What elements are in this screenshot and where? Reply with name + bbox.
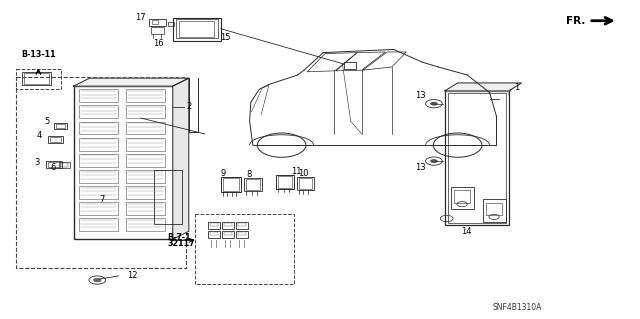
Bar bbox=[125, 106, 165, 118]
Text: 6: 6 bbox=[51, 163, 56, 172]
Bar bbox=[48, 136, 63, 143]
Bar bbox=[79, 218, 118, 231]
Text: 15: 15 bbox=[220, 33, 230, 42]
Circle shape bbox=[430, 159, 438, 163]
Bar bbox=[236, 222, 248, 229]
Bar bbox=[238, 232, 246, 235]
Text: 3: 3 bbox=[35, 158, 40, 167]
Bar bbox=[61, 163, 68, 167]
Bar bbox=[79, 106, 118, 118]
Text: B-7-1: B-7-1 bbox=[168, 233, 191, 242]
Bar bbox=[125, 202, 165, 215]
Bar bbox=[344, 62, 356, 69]
Text: 17: 17 bbox=[135, 13, 146, 22]
Bar bbox=[79, 202, 118, 215]
Bar bbox=[451, 187, 474, 209]
Bar bbox=[125, 154, 165, 167]
Text: 12: 12 bbox=[127, 271, 137, 280]
Bar bbox=[448, 93, 506, 223]
Bar bbox=[208, 222, 220, 229]
Text: 5: 5 bbox=[44, 117, 49, 126]
Bar bbox=[125, 122, 165, 135]
Bar bbox=[125, 186, 165, 199]
Text: B-13-11: B-13-11 bbox=[21, 50, 56, 59]
Bar bbox=[79, 170, 118, 183]
Bar bbox=[208, 231, 220, 238]
Bar bbox=[154, 170, 182, 224]
Text: SNF4B1310A: SNF4B1310A bbox=[493, 303, 542, 312]
Bar bbox=[195, 214, 294, 284]
Bar bbox=[236, 231, 248, 238]
Bar bbox=[299, 178, 312, 189]
Bar bbox=[210, 232, 218, 235]
Bar bbox=[244, 178, 262, 191]
Bar bbox=[222, 222, 234, 229]
Bar bbox=[22, 72, 51, 85]
Bar bbox=[210, 223, 218, 226]
Text: 4: 4 bbox=[36, 131, 42, 140]
Bar bbox=[297, 177, 314, 190]
Bar bbox=[454, 190, 470, 203]
Bar bbox=[224, 232, 232, 235]
Bar bbox=[16, 77, 186, 268]
Bar bbox=[152, 20, 158, 24]
Bar bbox=[125, 218, 165, 231]
Bar bbox=[125, 89, 165, 102]
Bar bbox=[179, 21, 214, 37]
Bar bbox=[238, 223, 246, 226]
Circle shape bbox=[93, 278, 101, 282]
Bar bbox=[125, 170, 165, 183]
Bar bbox=[125, 138, 165, 151]
Text: 14: 14 bbox=[461, 227, 471, 236]
Bar bbox=[79, 186, 118, 199]
Bar bbox=[223, 178, 239, 191]
Text: 1: 1 bbox=[515, 83, 520, 92]
Bar bbox=[59, 162, 70, 168]
Bar bbox=[79, 122, 118, 135]
Text: 9: 9 bbox=[221, 169, 226, 178]
Text: 13: 13 bbox=[415, 163, 426, 172]
Polygon shape bbox=[173, 78, 189, 239]
Bar bbox=[54, 123, 67, 129]
Bar bbox=[483, 199, 506, 222]
Bar bbox=[176, 19, 218, 38]
Text: FR.: FR. bbox=[566, 16, 586, 26]
Bar bbox=[151, 27, 164, 34]
Bar bbox=[46, 161, 62, 168]
Bar bbox=[48, 162, 60, 167]
Text: 8: 8 bbox=[246, 170, 252, 179]
Text: 2: 2 bbox=[186, 102, 191, 111]
Bar bbox=[222, 231, 234, 238]
Circle shape bbox=[430, 102, 438, 106]
Text: 32117: 32117 bbox=[168, 239, 195, 248]
Bar bbox=[173, 18, 221, 41]
Bar bbox=[278, 176, 292, 188]
Bar bbox=[79, 138, 118, 151]
Text: 16: 16 bbox=[154, 39, 164, 48]
Bar bbox=[16, 69, 61, 89]
Bar bbox=[221, 177, 241, 192]
Bar bbox=[224, 223, 232, 226]
Bar bbox=[149, 19, 166, 26]
Bar bbox=[50, 137, 61, 142]
Bar bbox=[276, 175, 294, 189]
Text: 7: 7 bbox=[100, 195, 105, 204]
Text: 13: 13 bbox=[415, 91, 426, 100]
Bar bbox=[445, 91, 509, 225]
Bar bbox=[79, 154, 118, 167]
Bar bbox=[24, 73, 49, 84]
Bar bbox=[486, 203, 502, 215]
Text: 10: 10 bbox=[298, 169, 308, 178]
Text: 11: 11 bbox=[291, 167, 301, 176]
Bar bbox=[168, 22, 174, 26]
Bar bbox=[79, 89, 118, 102]
Polygon shape bbox=[74, 78, 189, 86]
Polygon shape bbox=[445, 83, 522, 91]
Bar bbox=[246, 179, 260, 190]
Bar bbox=[74, 86, 173, 239]
Bar bbox=[56, 124, 65, 128]
